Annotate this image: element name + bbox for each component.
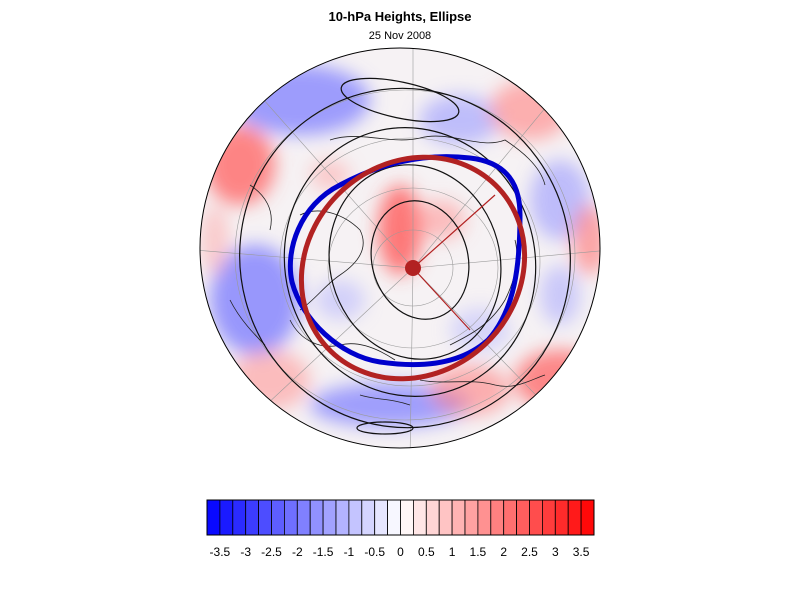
contour-line (239, 87, 571, 429)
colorbar-frame (206, 499, 595, 536)
colorbar-tick-label: 2 (500, 545, 507, 559)
colorbar-tick-label: -2.5 (261, 545, 282, 559)
contour-line (283, 127, 537, 397)
minor-axis (412, 267, 471, 331)
colorbar-box (516, 499, 530, 536)
colorbar-box (322, 499, 337, 536)
anomaly-positive (415, 200, 465, 240)
colorbar-box (348, 499, 363, 536)
polar-map (199, 47, 601, 449)
colorbar-box (206, 499, 221, 536)
anomaly-positive (201, 205, 229, 275)
colorbar-tick-label: 1.5 (470, 545, 487, 559)
colorbar-tick-label: -3.5 (210, 545, 231, 559)
colorbar-box (542, 499, 556, 536)
colorbar-box (361, 499, 376, 536)
colorbar-box (567, 499, 582, 536)
contour-line (328, 164, 502, 360)
colorbar-box (309, 499, 324, 536)
colorbar-box (503, 499, 518, 536)
colorbar-tick-label: -2 (292, 545, 303, 559)
colorbar-box (296, 499, 311, 536)
colorbar-box (580, 499, 595, 536)
colorbar-tick-label: 3 (552, 545, 559, 559)
contour-line (370, 200, 470, 320)
colorbar-box (400, 499, 414, 536)
colorbar-tick-label: 1 (449, 545, 456, 559)
contour-line (356, 421, 414, 435)
colorbar-tick-label: 2.5 (521, 545, 538, 559)
colorbar-box (412, 499, 427, 536)
colorbar-box (283, 499, 298, 536)
colorbar-boxes (206, 499, 595, 536)
colorbar-box (451, 499, 466, 536)
colorbar-box (529, 499, 543, 536)
colorbar-labels: -3.5 -3 -2.5 -2 -1.5 -1 -0.5 0 0.5 1 1.5 2 2.5 3 3.5 (210, 545, 590, 559)
colorbar-box (425, 499, 440, 536)
anomaly-negative (315, 280, 365, 320)
colorbar-box (232, 499, 247, 536)
anomaly-negative (310, 383, 470, 427)
colorbar-box (490, 499, 505, 536)
colorbar-box (374, 499, 389, 536)
vortex-edge-line (287, 154, 523, 368)
height-contours (239, 77, 571, 435)
colorbar-tick-label: 3.5 (573, 545, 590, 559)
ellipse-axes (412, 194, 496, 331)
colorbar-tick-label: -3 (240, 545, 251, 559)
colorbar-box (554, 499, 569, 536)
colorbar-box (477, 499, 492, 536)
chart-title: 10-hPa Heights, Ellipse (328, 9, 472, 24)
colorbar-tick-label: 0 (397, 545, 404, 559)
colorbar-tick-label: -1.5 (313, 545, 334, 559)
fitted-ellipse (298, 154, 528, 382)
major-axis (412, 194, 496, 269)
colorbar-tick-label: -0.5 (364, 545, 385, 559)
chart-date: 25 Nov 2008 (368, 30, 432, 42)
colorbar-box (438, 499, 453, 536)
colorbar-box (387, 499, 401, 536)
colorbar-box (335, 499, 350, 536)
anomaly-positive (430, 365, 510, 415)
colorbar-box (258, 499, 272, 536)
colorbar-box (219, 499, 234, 536)
anomaly-positive (378, 185, 422, 275)
ellipse-centroid-marker (405, 260, 421, 276)
colorbar-tick-label: -1 (344, 545, 355, 559)
colorbar-tick-label: 0.5 (418, 545, 435, 559)
anomaly-negative (210, 245, 300, 355)
contour-line (340, 77, 460, 123)
globe-outline (199, 47, 601, 449)
anomaly-negative (540, 265, 580, 325)
colorbar-box (271, 499, 285, 536)
colorbar-box (245, 499, 259, 536)
colorbar-box (464, 499, 479, 536)
